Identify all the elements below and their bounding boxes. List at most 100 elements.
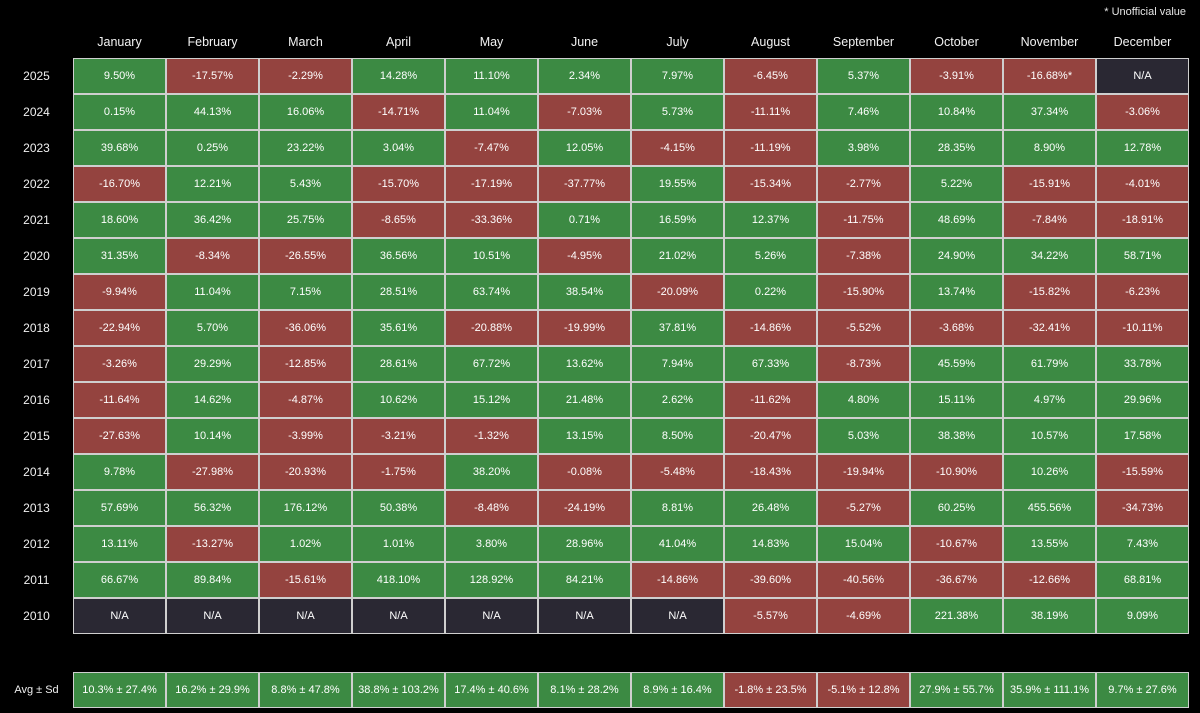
return-cell-2014-may: 38.20%: [445, 454, 538, 490]
return-cell-2025-december: N/A: [1096, 58, 1189, 94]
return-cell-2018-september: -5.52%: [817, 310, 910, 346]
return-cell-2017-april: 28.61%: [352, 346, 445, 382]
return-cell-2015-april: -3.21%: [352, 418, 445, 454]
month-header-february: February: [187, 35, 238, 49]
return-cell-2011-april: 418.10%: [352, 562, 445, 598]
table-row: 2012 13.11% -13.27% 1.02% 1.01% 3.80% 28.96% 41…: [0, 526, 1189, 562]
return-cell-2016-february: 14.62%: [166, 382, 259, 418]
year-label-2023: 2023: [23, 141, 50, 155]
return-cell-2024-september: 7.46%: [817, 94, 910, 130]
year-label-2024: 2024: [23, 105, 50, 119]
return-cell-2023-november: 8.90%: [1003, 130, 1096, 166]
return-cell-2010-april: N/A: [352, 598, 445, 634]
return-cell-2017-january: -3.26%: [73, 346, 166, 382]
return-cell-2020-january: 31.35%: [73, 238, 166, 274]
month-header-december: December: [1113, 35, 1172, 49]
return-cell-2025-january: 9.50%: [73, 58, 166, 94]
return-cell-2024-july: 5.73%: [631, 94, 724, 130]
average-row-table: Avg ± Sd 10.3% ± 27.4% 16.2% ± 29.9% 8.8% …: [0, 672, 1189, 708]
return-cell-2025-july: 7.97%: [631, 58, 724, 94]
return-cell-2019-january: -9.94%: [73, 274, 166, 310]
return-cell-2018-january: -22.94%: [73, 310, 166, 346]
return-cell-2025-march: -2.29%: [259, 58, 352, 94]
return-cell-2013-november: 455.56%: [1003, 490, 1096, 526]
return-cell-2011-december: 68.81%: [1096, 562, 1189, 598]
month-header-july: July: [666, 35, 689, 49]
return-cell-2017-august: 67.33%: [724, 346, 817, 382]
average-cell-october: 27.9% ± 55.7%: [910, 672, 1003, 708]
return-cell-2024-april: -14.71%: [352, 94, 445, 130]
return-cell-2015-january: -27.63%: [73, 418, 166, 454]
average-cell-july: 8.9% ± 16.4%: [631, 672, 724, 708]
return-cell-2023-april: 3.04%: [352, 130, 445, 166]
return-cell-2021-june: 0.71%: [538, 202, 631, 238]
return-cell-2017-may: 67.72%: [445, 346, 538, 382]
return-cell-2012-january: 13.11%: [73, 526, 166, 562]
return-cell-2024-february: 44.13%: [166, 94, 259, 130]
heatmap-body: 2025 9.50% -17.57% -2.29% 14.28% 11.10% 2.34% 7…: [0, 58, 1189, 634]
return-cell-2010-may: N/A: [445, 598, 538, 634]
table-row: 2014 9.78% -27.98% -20.93% -1.75% 38.20% -0.08…: [0, 454, 1189, 490]
average-cell-september: -5.1% ± 12.8%: [817, 672, 910, 708]
month-header-november: November: [1020, 35, 1079, 49]
year-label-2012: 2012: [23, 537, 50, 551]
return-cell-2014-august: -18.43%: [724, 454, 817, 490]
return-cell-2014-june: -0.08%: [538, 454, 631, 490]
return-cell-2010-june: N/A: [538, 598, 631, 634]
return-cell-2014-december: -15.59%: [1096, 454, 1189, 490]
return-cell-2011-may: 128.92%: [445, 562, 538, 598]
return-cell-2019-may: 63.74%: [445, 274, 538, 310]
return-cell-2012-november: 13.55%: [1003, 526, 1096, 562]
year-label-2010: 2010: [23, 609, 50, 623]
return-cell-2019-june: 38.54%: [538, 274, 631, 310]
return-cell-2010-march: N/A: [259, 598, 352, 634]
average-cell-december: 9.7% ± 27.6%: [1096, 672, 1189, 708]
return-cell-2021-february: 36.42%: [166, 202, 259, 238]
return-cell-2021-march: 25.75%: [259, 202, 352, 238]
return-cell-2012-september: 15.04%: [817, 526, 910, 562]
return-cell-2019-october: 13.74%: [910, 274, 1003, 310]
month-header-august: August: [751, 35, 790, 49]
return-cell-2011-january: 66.67%: [73, 562, 166, 598]
return-cell-2015-june: 13.15%: [538, 418, 631, 454]
return-cell-2018-april: 35.61%: [352, 310, 445, 346]
year-label-2014: 2014: [23, 465, 50, 479]
year-label-2011: 2011: [23, 573, 50, 587]
month-header-june: June: [570, 35, 599, 49]
return-cell-2020-march: -26.55%: [259, 238, 352, 274]
return-cell-2016-may: 15.12%: [445, 382, 538, 418]
year-label-2016: 2016: [23, 393, 50, 407]
year-label-2017: 2017: [23, 357, 50, 371]
month-header-october: October: [934, 35, 979, 49]
return-cell-2024-october: 10.84%: [910, 94, 1003, 130]
return-cell-2015-july: 8.50%: [631, 418, 724, 454]
return-cell-2020-february: -8.34%: [166, 238, 259, 274]
return-cell-2024-august: -11.11%: [724, 94, 817, 130]
average-cell-may: 17.4% ± 40.6%: [445, 672, 538, 708]
return-cell-2010-september: -4.69%: [817, 598, 910, 634]
return-cell-2020-december: 58.71%: [1096, 238, 1189, 274]
return-cell-2013-july: 8.81%: [631, 490, 724, 526]
return-cell-2017-december: 33.78%: [1096, 346, 1189, 382]
table-row: 2015 -27.63% 10.14% -3.99% -3.21% -1.32% 13.15…: [0, 418, 1189, 454]
return-cell-2014-april: -1.75%: [352, 454, 445, 490]
return-cell-2016-september: 4.80%: [817, 382, 910, 418]
return-cell-2018-december: -10.11%: [1096, 310, 1189, 346]
return-cell-2010-august: -5.57%: [724, 598, 817, 634]
return-cell-2022-june: -37.77%: [538, 166, 631, 202]
return-cell-2014-october: -10.90%: [910, 454, 1003, 490]
return-cell-2012-december: 7.43%: [1096, 526, 1189, 562]
return-cell-2019-march: 7.15%: [259, 274, 352, 310]
average-cell-november: 35.9% ± 111.1%: [1003, 672, 1096, 708]
return-cell-2014-february: -27.98%: [166, 454, 259, 490]
return-cell-2019-april: 28.51%: [352, 274, 445, 310]
return-cell-2018-august: -14.86%: [724, 310, 817, 346]
return-cell-2023-october: 28.35%: [910, 130, 1003, 166]
return-cell-2017-november: 61.79%: [1003, 346, 1096, 382]
return-cell-2011-february: 89.84%: [166, 562, 259, 598]
return-cell-2020-april: 36.56%: [352, 238, 445, 274]
return-cell-2014-september: -19.94%: [817, 454, 910, 490]
return-cell-2022-march: 5.43%: [259, 166, 352, 202]
year-label-2019: 2019: [23, 285, 50, 299]
return-cell-2021-september: -11.75%: [817, 202, 910, 238]
